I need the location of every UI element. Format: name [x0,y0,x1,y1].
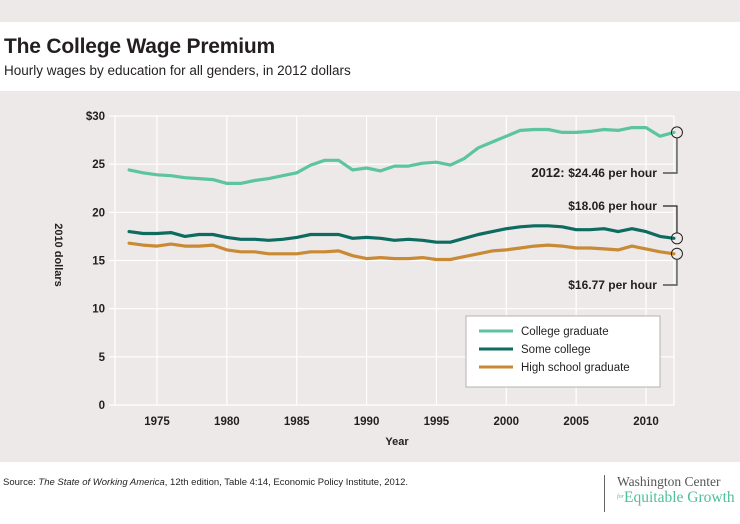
callout-label-college: 2012: $24.46 per hour [531,165,657,180]
x-tick-label: 1990 [354,416,380,428]
source-note: Source: The State of Working America, 12… [3,477,408,488]
y-tick-label: 0 [99,400,105,412]
callout-value: $24.46 per hour [568,166,657,180]
source-rest: , 12th edition, Table 4:14, Economic Pol… [164,477,409,488]
logo-line1: Washington Center [617,474,721,489]
callout-label-high-school: $16.77 per hour [568,278,657,292]
legend-label: Some college [521,344,591,356]
chart-panel [0,91,740,462]
x-tick-label: 1975 [144,416,170,428]
callout-leader-high-school [662,259,678,286]
legend-label: High school graduate [521,362,630,374]
logo-line2: Equitable Growth [624,489,735,506]
y-tick-label: 20 [92,207,105,219]
source-title: The State of Working America [38,477,165,488]
callout-leader-some-college [662,205,678,233]
y-axis-ticks: 0 5 10 15 20 25 $30 [86,111,106,412]
chart-title: The College Wage Premium [4,35,275,58]
top-band [0,0,740,22]
legend-box [465,315,661,388]
x-tick-label: 2010 [633,416,659,428]
callout-year: 2012: [531,165,568,180]
x-tick-label: 2005 [563,416,589,428]
callout-leader-college [662,137,678,174]
gridlines [109,115,675,406]
x-axis-label: Year [385,436,409,448]
series-line-high-school [127,241,676,262]
logo-for: for [617,494,625,500]
x-tick-label: 1985 [284,416,310,428]
equitable-growth-logo: Washington Center forEquitable Growth [604,475,735,512]
y-tick-label: 10 [92,304,105,316]
callout-label-some-college: $18.06 per hour [568,199,657,213]
logo-line2-wrap: forEquitable Growth [617,489,735,506]
series-line-college [127,125,676,185]
x-tick-label: 1995 [424,416,450,428]
y-axis-label: 2010 dollars [52,223,64,287]
callouts: 2012: $24.46 per hour $18.06 per hour $16.… [531,126,683,292]
x-axis-ticks: 1975 1980 1985 1990 1995 2000 2005 2010 [144,416,659,428]
y-tick-label: 25 [92,159,105,171]
series-line-some-college [127,224,676,244]
legend-label: College graduate [521,326,609,338]
chart-subtitle: Hourly wages by education for all gender… [4,63,351,78]
y-tick-label: $30 [86,111,105,123]
x-tick-label: 2000 [493,416,519,428]
legend: College graduate Some college High school … [465,315,661,388]
series-lines [127,125,676,262]
y-tick-label: 15 [92,256,105,268]
source-prefix: Source: [3,477,39,488]
y-tick-label: 5 [99,352,106,364]
x-tick-label: 1980 [214,416,240,428]
